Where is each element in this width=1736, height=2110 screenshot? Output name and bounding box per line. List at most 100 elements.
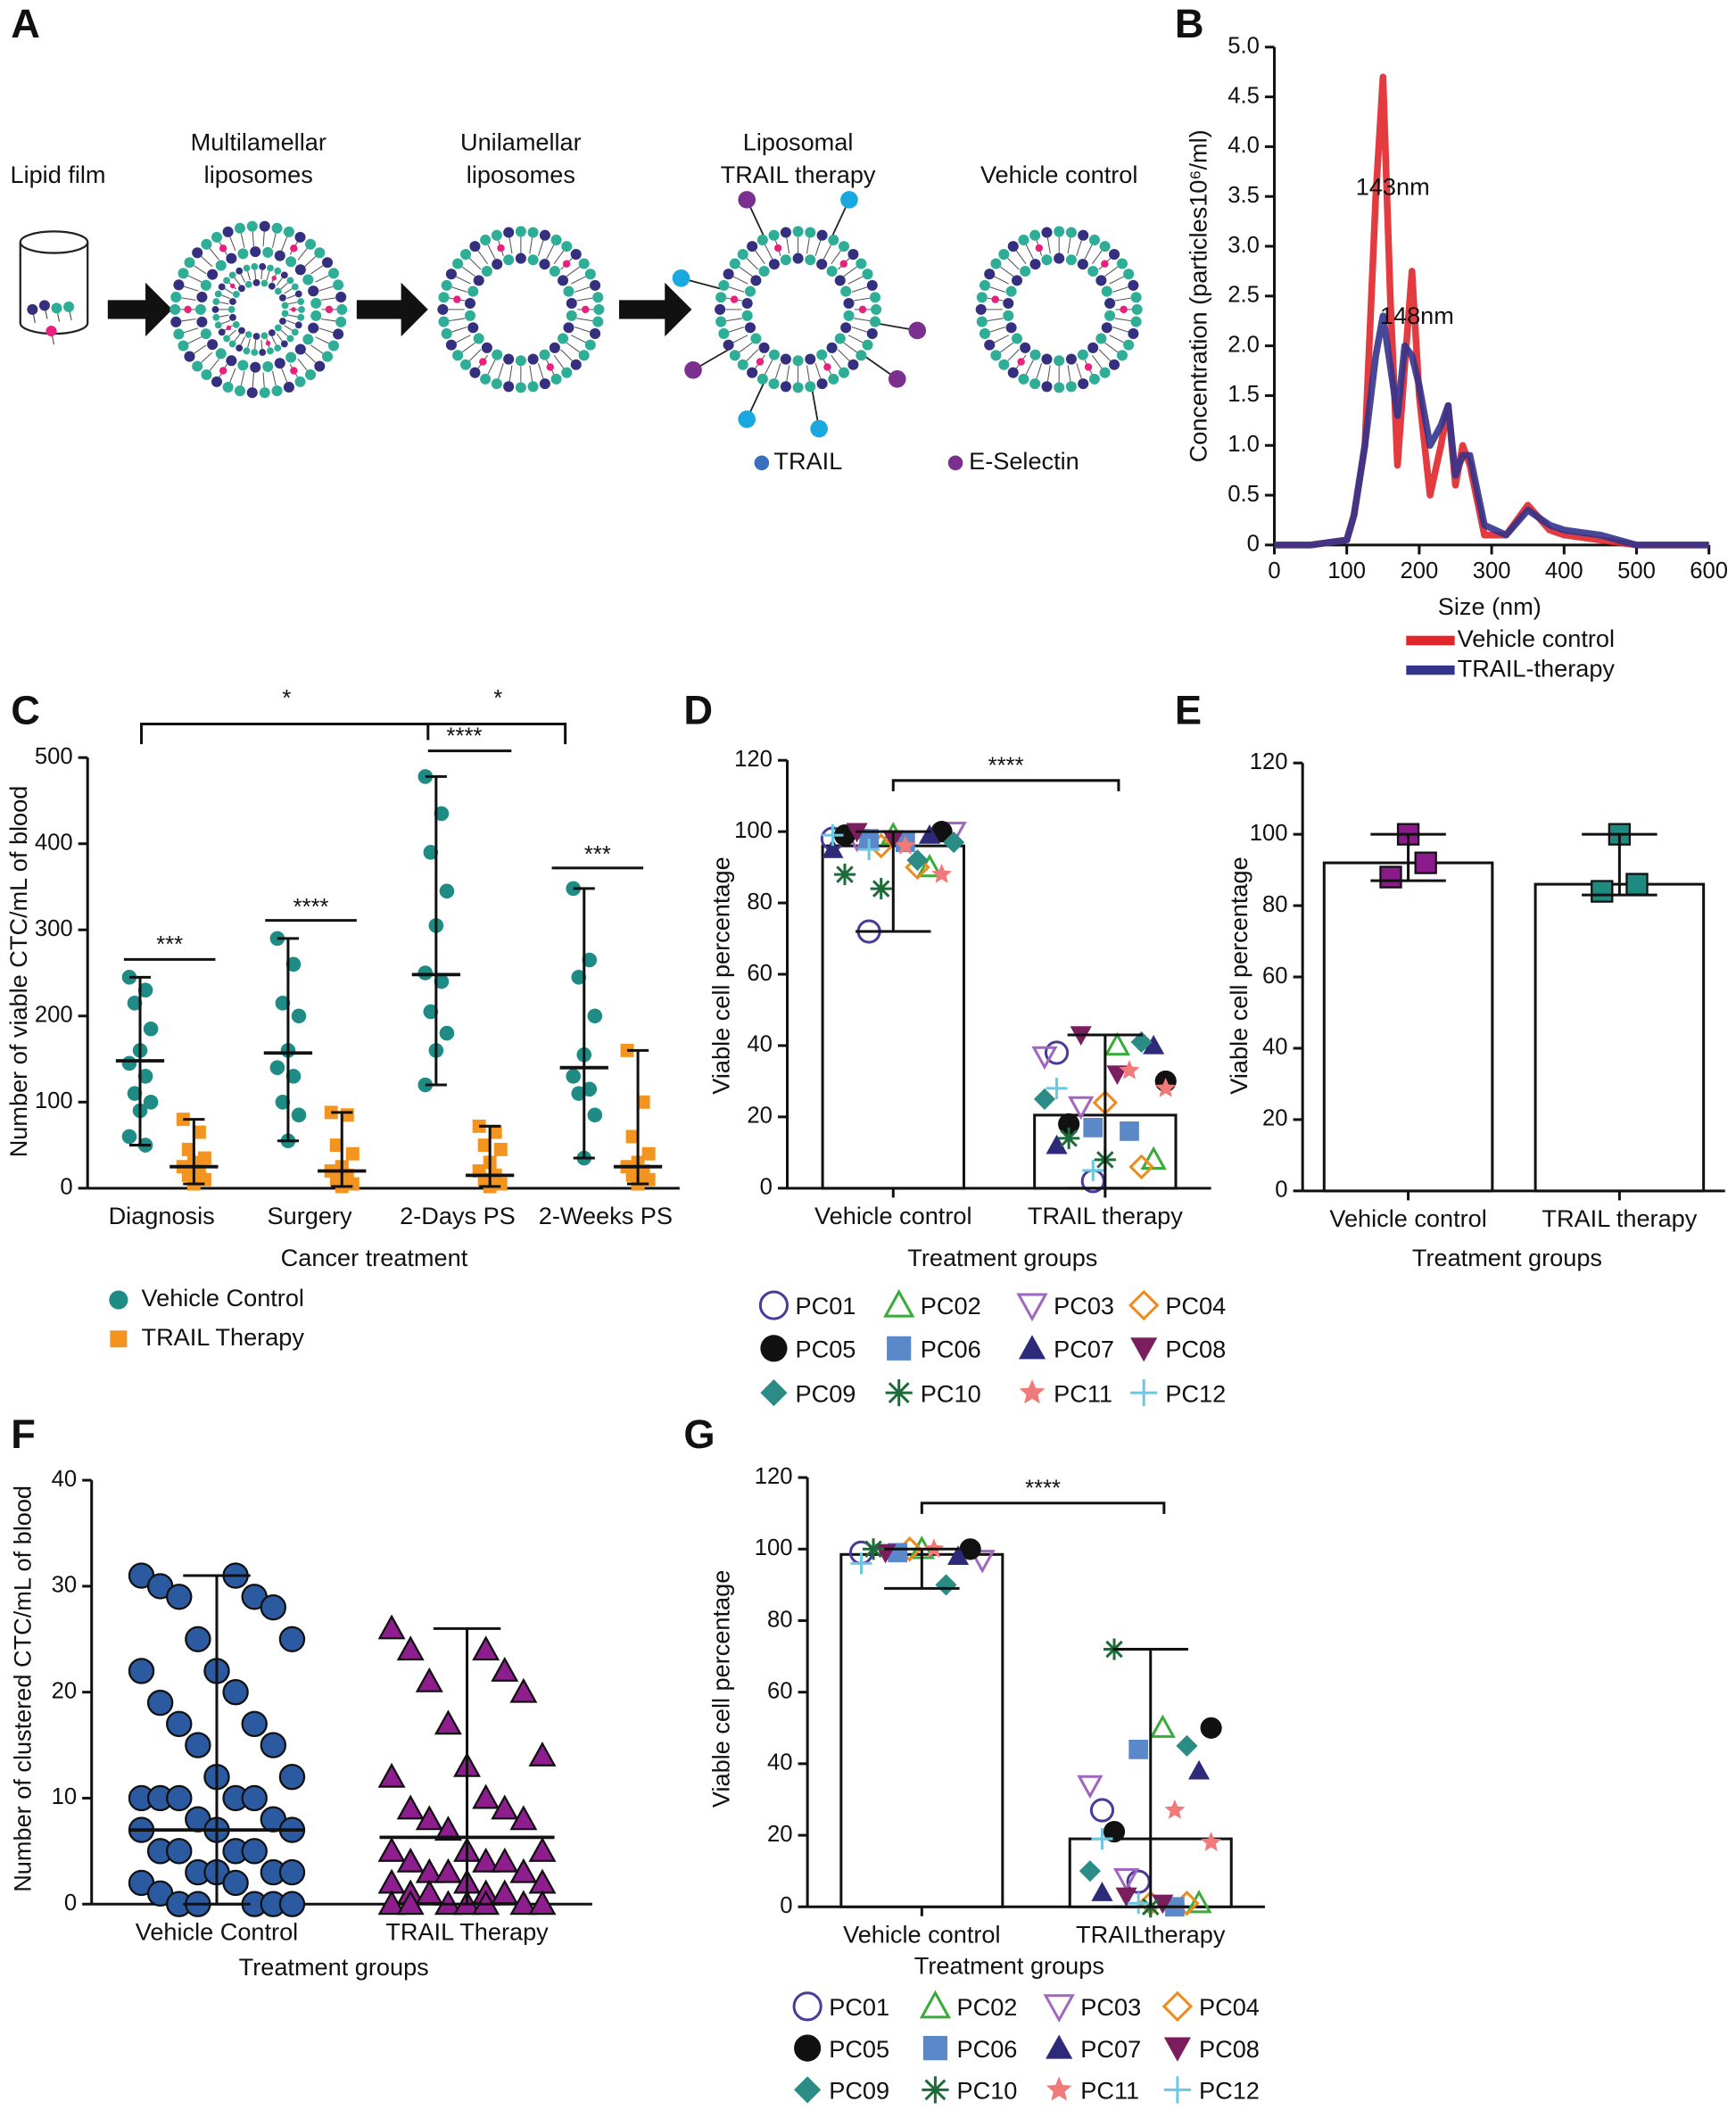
lipid-head [780, 381, 791, 393]
data-point [862, 1538, 885, 1560]
x-tick-label: 200 [1401, 559, 1439, 583]
legend-label: PC05 [829, 2035, 889, 2063]
lipid-head [259, 220, 270, 232]
lipid-tail [843, 342, 857, 353]
data-point [185, 1626, 211, 1652]
lipid-head [1003, 310, 1014, 321]
data-point [396, 1847, 425, 1873]
x-tick-label: TRAIL therapy [1028, 1202, 1183, 1229]
y-tick-label: 200 [35, 1003, 73, 1028]
lipid-tail [487, 244, 496, 260]
lipid-head [286, 335, 294, 343]
lipid-head [279, 318, 286, 325]
lipid-head [335, 291, 347, 303]
lipid-head [527, 254, 539, 266]
lipid-head [226, 252, 237, 264]
legend-label: PC03 [1054, 1292, 1114, 1320]
data-point [423, 1004, 439, 1020]
lipid-head [847, 359, 859, 370]
data-point [192, 1125, 206, 1139]
x-tick-label: TRAIL Therapy [385, 1918, 549, 1946]
lipid-tail [219, 302, 229, 305]
lipid-head [1065, 353, 1077, 365]
y-tick-label: 120 [734, 747, 773, 772]
lipid-tail [1091, 354, 1103, 369]
lipid-head [308, 322, 319, 334]
lipid-head [1116, 350, 1128, 361]
cargo [453, 295, 461, 303]
lipid-head [805, 353, 816, 365]
data-point [396, 1794, 425, 1820]
data-point [166, 1838, 193, 1865]
legend-marker [1018, 1335, 1046, 1360]
lipid-tail [286, 319, 296, 325]
lipid-head [1054, 382, 1065, 393]
data-point [241, 1710, 268, 1738]
ligand [684, 360, 702, 379]
lipid-head [305, 238, 317, 250]
lipid-head [244, 331, 252, 338]
lipid-head [274, 344, 282, 352]
lipid-head [491, 229, 502, 241]
data-point [491, 1794, 519, 1820]
ligand [738, 191, 756, 209]
lipid-head [539, 259, 550, 270]
lipid-tail [310, 265, 324, 275]
lipid-head [869, 292, 881, 303]
data-point [423, 845, 439, 860]
ligand-stalk [749, 206, 766, 240]
data-point [850, 1552, 872, 1575]
data-point [1130, 1030, 1153, 1054]
data-point [269, 1060, 285, 1075]
data-point [833, 864, 856, 886]
lipid-tail [240, 273, 246, 283]
lipid-head [1128, 279, 1139, 291]
lipid-head [232, 320, 240, 328]
lipid-head [170, 316, 182, 327]
data-point [434, 1816, 462, 1841]
lipid-head [464, 297, 475, 310]
lipid-head [566, 310, 577, 321]
data-point [488, 1125, 502, 1139]
x-tick-label: Surgery [268, 1202, 352, 1229]
lipid-tail [989, 286, 1006, 293]
lipid-tail [1067, 237, 1071, 254]
lipid-tail [851, 286, 868, 293]
lipid-head [237, 248, 249, 260]
lipid-tail [1114, 318, 1131, 322]
x-tick-label: 0 [1268, 559, 1280, 583]
legend-marker [887, 1336, 912, 1361]
data-point [1083, 1118, 1104, 1138]
y-axis-label: Concentration (particles10⁶/ml) [1185, 129, 1212, 462]
lipid-head [173, 328, 185, 340]
data-point [1128, 1739, 1149, 1759]
lipid-head [856, 350, 867, 361]
lipid-head [481, 265, 492, 277]
cargo [546, 363, 554, 371]
lipid-tail [553, 250, 565, 264]
lipid-tail [728, 326, 745, 333]
lipid-head [274, 287, 282, 295]
lipid-tail [814, 362, 822, 379]
lipid-head [715, 316, 727, 327]
y-tick-label: 4.0 [1228, 133, 1260, 158]
lipid-tail [477, 250, 489, 264]
range-whisker [1582, 832, 1657, 897]
lipid-tail [994, 276, 1009, 285]
lipid-head [271, 222, 283, 234]
data-point [1143, 1034, 1165, 1055]
data-point [491, 1879, 519, 1905]
lipid-tail [529, 237, 533, 254]
y-tick-label: 20 [767, 1822, 793, 1847]
lipid-head [223, 277, 230, 285]
lipid-tail [468, 349, 482, 361]
bar [839, 1552, 1004, 1908]
range-whisker [183, 1574, 251, 1906]
lipid-head [481, 342, 492, 353]
lipid-tail [286, 294, 296, 300]
x-tick-label: 400 [1545, 559, 1583, 583]
data-point [1120, 1121, 1139, 1141]
data-point [291, 1008, 307, 1024]
y-tick-label: 40 [52, 1467, 78, 1492]
data-point [509, 1890, 538, 1916]
